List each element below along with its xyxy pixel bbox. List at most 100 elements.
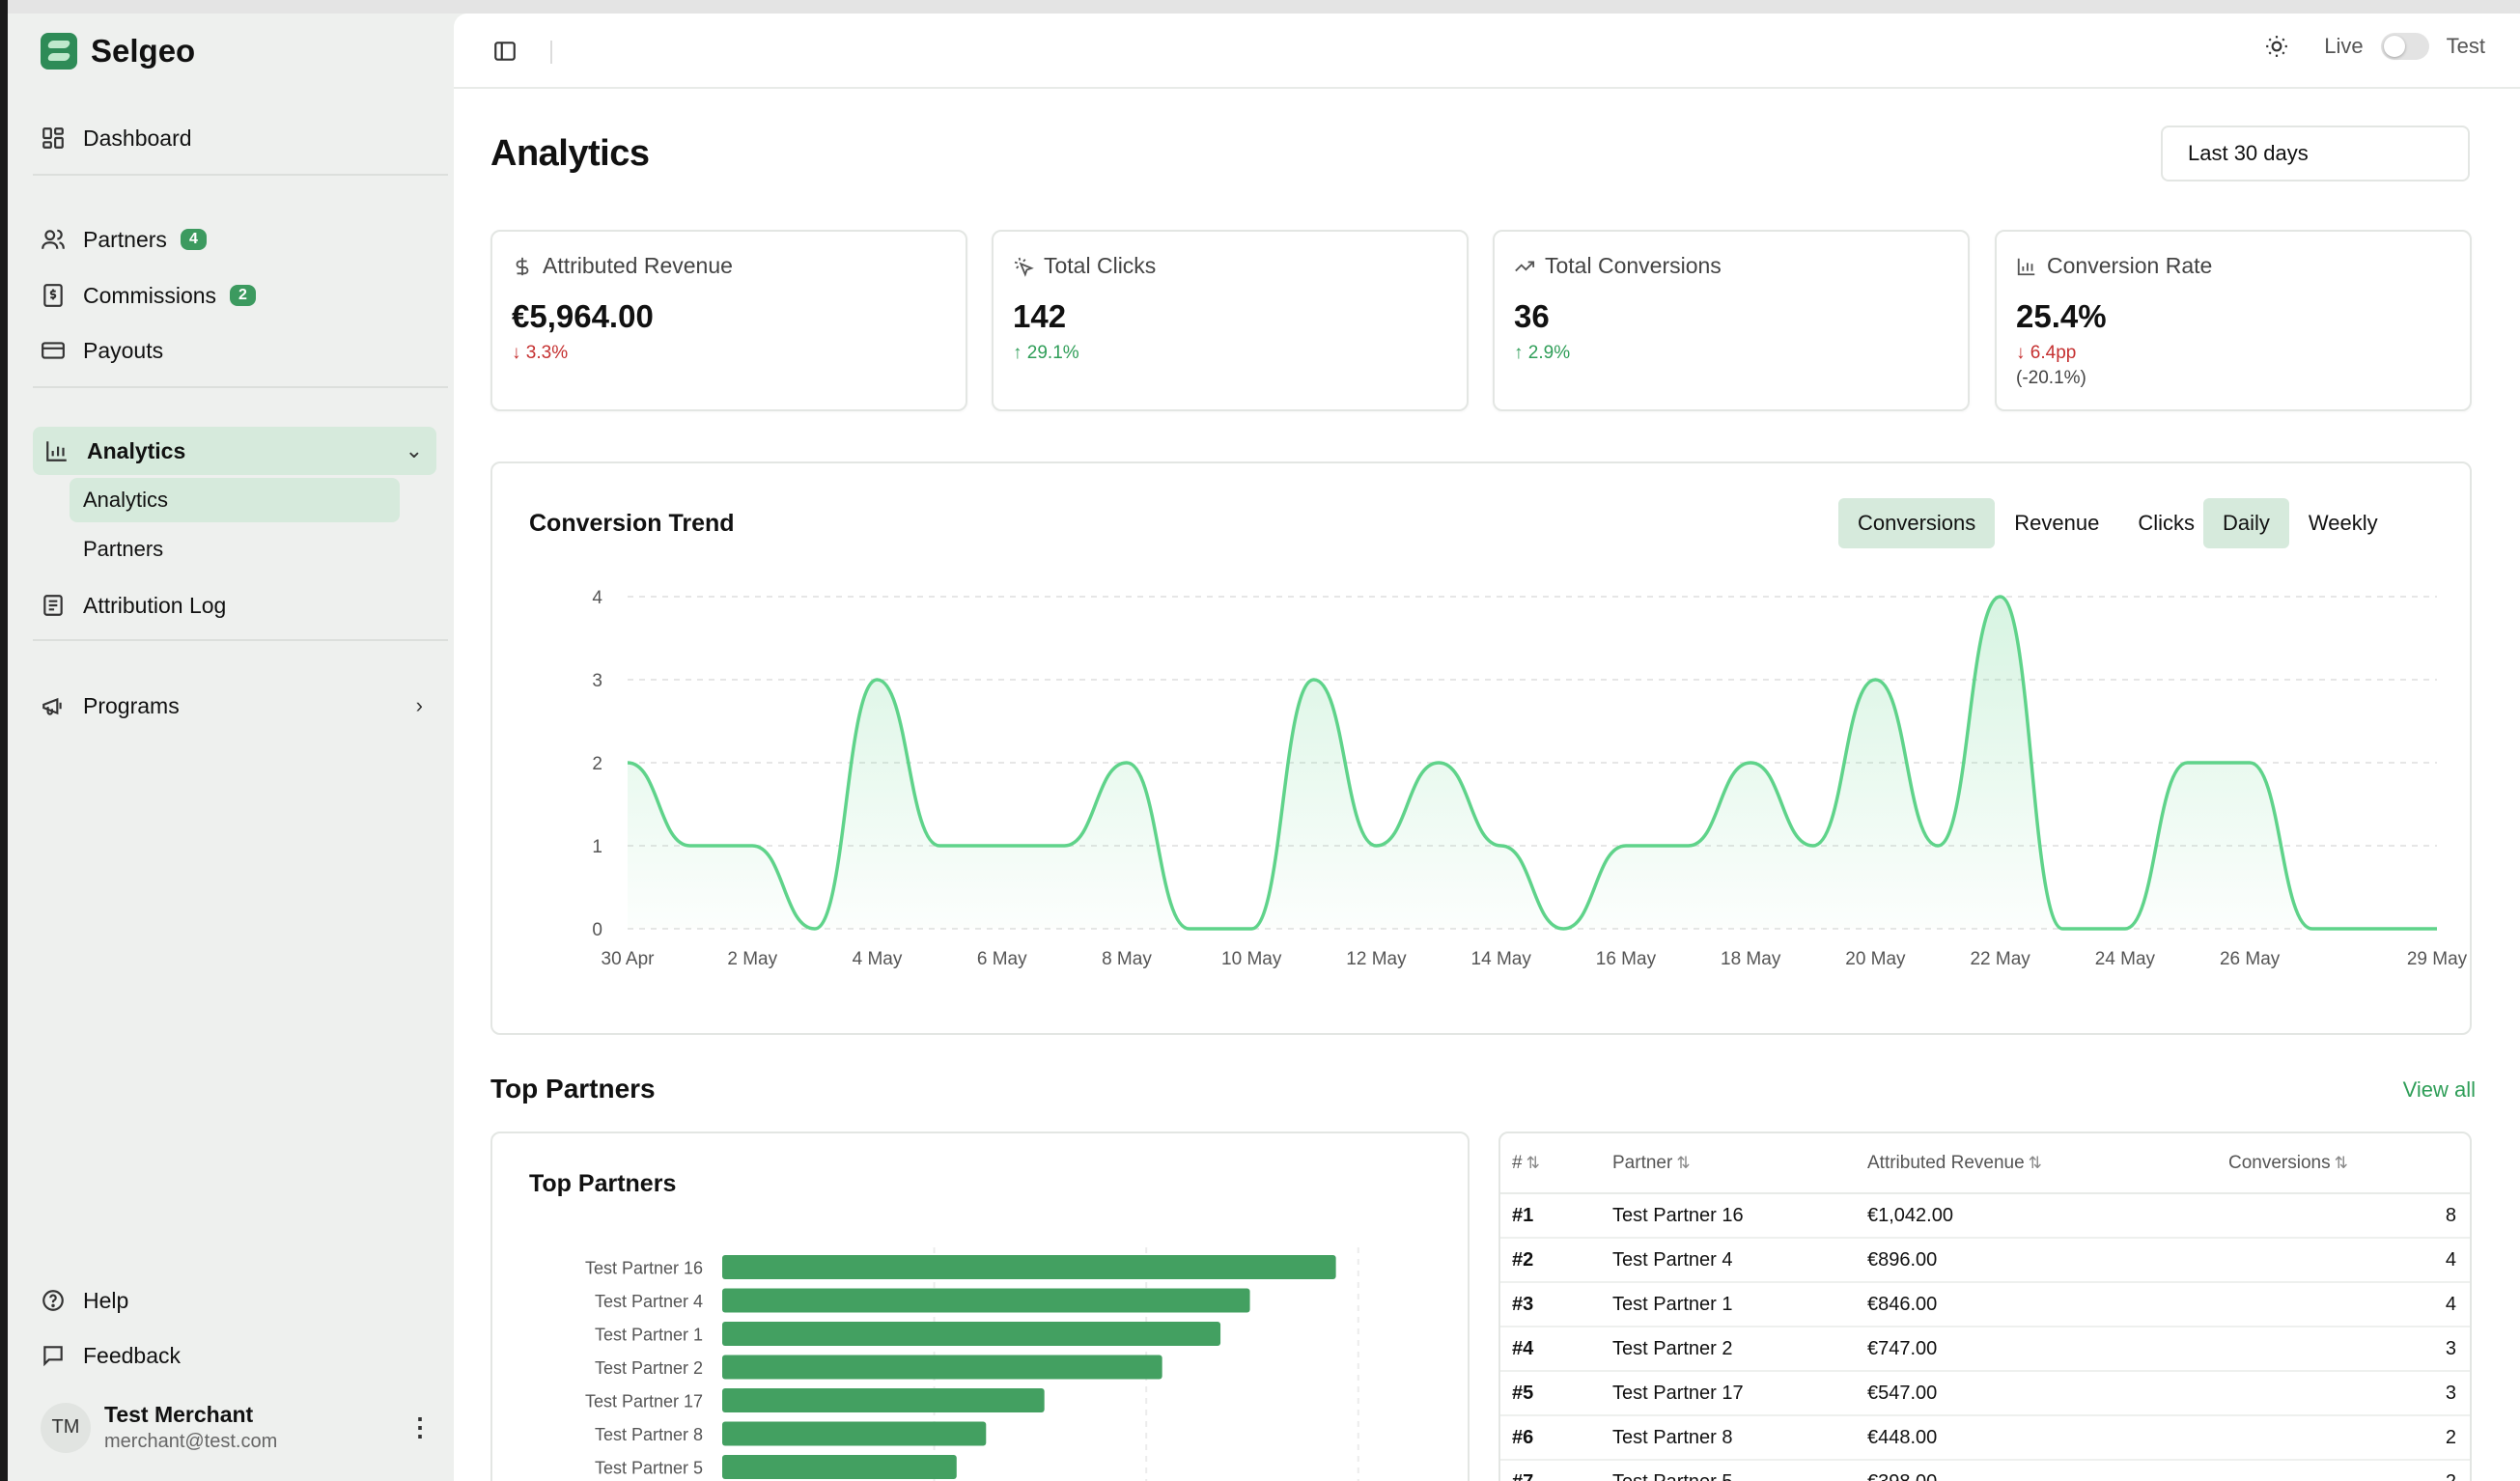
- users-icon: [42, 229, 65, 249]
- partner-cell: Test Partner 1: [1601, 1282, 1856, 1327]
- column-header-rank[interactable]: # ⇅: [1500, 1133, 1601, 1194]
- x-tick-label: 18 May: [1721, 949, 1781, 969]
- sidebar-item-label: Feedback: [83, 1342, 182, 1368]
- y-tick-label: 0: [592, 920, 602, 940]
- avatar: TM: [41, 1402, 91, 1453]
- credit-card-icon: [42, 342, 65, 359]
- sidebar-subitem-analytics[interactable]: Analytics: [70, 478, 400, 522]
- table-row[interactable]: #1 Test Partner 16 €1,042.00 8: [1500, 1193, 2470, 1239]
- conversions-cell: 2: [2217, 1415, 2470, 1461]
- tab-conversions[interactable]: Conversions: [1838, 498, 1996, 548]
- kpi-card-conversions: Total Conversions 36 ↑ 2.9%: [1493, 230, 1970, 411]
- revenue-cell: €846.00: [1856, 1282, 2217, 1327]
- tab-weekly[interactable]: Weekly: [2308, 511, 2378, 535]
- bar-2: [722, 1288, 1250, 1313]
- user-email: merchant@test.com: [104, 1431, 278, 1452]
- rank-cell: #5: [1500, 1371, 1601, 1416]
- sidebar-item-dashboard[interactable]: Dashboard: [41, 116, 433, 160]
- tab-daily[interactable]: Daily: [2203, 498, 2289, 548]
- brand-logo: [41, 33, 77, 70]
- bar-category-label: Test Partner 17: [585, 1392, 703, 1411]
- conversions-line: [627, 595, 2437, 931]
- column-label: Partner: [1612, 1152, 1673, 1173]
- kpi-label: Total Clicks: [1044, 253, 1157, 278]
- sidebar: Selgeo Dashboard Partners 4 Commissions …: [8, 14, 454, 1481]
- bar-4: [722, 1355, 1162, 1380]
- help-icon: [42, 1290, 64, 1311]
- x-tick-label: 30 Apr: [602, 949, 656, 969]
- table-row[interactable]: #5 Test Partner 17 €547.00 3: [1500, 1371, 2470, 1416]
- sidebar-item-label: Payouts: [83, 337, 164, 363]
- bar-category-label: Test Partner 5: [595, 1459, 703, 1478]
- more-options-icon[interactable]: ⋮: [407, 1412, 433, 1441]
- x-tick-label: 6 May: [977, 949, 1027, 969]
- kpi-card-clicks: Total Clicks 142 ↑ 29.1%: [992, 230, 1469, 411]
- kpi-label: Attributed Revenue: [543, 253, 733, 278]
- bar-chart-icon: [46, 441, 67, 461]
- revenue-cell: €547.00: [1856, 1371, 2217, 1416]
- topbar: Live Test: [454, 14, 2520, 89]
- sort-icon: ⇅: [1676, 1153, 1691, 1172]
- live-test-toggle[interactable]: [2380, 33, 2429, 60]
- column-label: Attributed Revenue: [1867, 1152, 2025, 1173]
- tab-clicks[interactable]: Clicks: [2138, 511, 2196, 535]
- sidebar-item-label: Dashboard: [83, 125, 192, 151]
- commissions-count-badge: 2: [230, 285, 256, 306]
- sidebar-item-analytics[interactable]: Analytics ⌄: [33, 427, 436, 475]
- kpi-label: Conversion Rate: [2047, 253, 2213, 278]
- tab-revenue[interactable]: Revenue: [2014, 511, 2100, 535]
- sidebar-item-commissions[interactable]: Commissions 2: [41, 273, 433, 318]
- partners-count-badge: 4: [180, 229, 207, 250]
- kpi-delta: ↑ 2.9%: [1514, 343, 1571, 363]
- brand-name: Selgeo: [91, 33, 196, 69]
- kpi-delta: ↓ 3.3%: [512, 343, 569, 363]
- x-tick-label: 2 May: [727, 949, 777, 969]
- x-tick-label: 26 May: [2220, 949, 2281, 969]
- rank-cell: #6: [1500, 1415, 1601, 1461]
- sidebar-item-feedback[interactable]: Feedback: [41, 1333, 433, 1378]
- sidebar-item-payouts[interactable]: Payouts: [41, 328, 433, 373]
- bar-category-label: Test Partner 4: [595, 1292, 703, 1311]
- view-all-link[interactable]: View all: [2402, 1077, 2476, 1102]
- column-header-revenue[interactable]: Attributed Revenue ⇅: [1856, 1133, 2217, 1194]
- x-tick-label: 14 May: [1471, 949, 1532, 969]
- table-row[interactable]: #2 Test Partner 4 €896.00 4: [1500, 1238, 2470, 1283]
- x-tick-label: 24 May: [2095, 949, 2156, 969]
- sidebar-item-attribution-log[interactable]: Attribution Log: [41, 583, 433, 628]
- sidebar-item-help[interactable]: Help: [41, 1278, 433, 1323]
- y-tick-label: 4: [592, 588, 602, 608]
- click-icon: [1014, 257, 1034, 277]
- sidebar-toggle-icon[interactable]: [492, 39, 518, 64]
- chevron-down-icon[interactable]: ⌄: [405, 438, 423, 462]
- revenue-cell: €1,042.00: [1856, 1193, 2217, 1239]
- x-tick-label: 29 May: [2407, 949, 2468, 969]
- partner-cell: Test Partner 8: [1601, 1415, 1856, 1461]
- top-partners-table-card: # ⇅ Partner ⇅ Attributed Revenue ⇅ Conversi…: [1498, 1132, 2472, 1481]
- sidebar-item-programs[interactable]: Programs ›: [41, 684, 433, 728]
- partner-cell: Test Partner 4: [1601, 1238, 1856, 1283]
- column-header-partner[interactable]: Partner ⇅: [1601, 1133, 1856, 1194]
- bar-5: [722, 1388, 1045, 1412]
- table-row[interactable]: #4 Test Partner 2 €747.00 3: [1500, 1327, 2470, 1372]
- sort-icon: ⇅: [2334, 1153, 2348, 1172]
- user-menu[interactable]: TM Test Merchant merchant@test.com ⋮: [41, 1402, 433, 1453]
- table-row[interactable]: #3 Test Partner 1 €846.00 4: [1500, 1282, 2470, 1327]
- sun-icon[interactable]: [2264, 34, 2289, 59]
- bar-category-label: Test Partner 16: [585, 1259, 703, 1278]
- log-icon: [43, 595, 63, 616]
- top-partners-heading: Top Partners: [490, 1074, 656, 1104]
- column-header-conversions[interactable]: Conversions ⇅: [2217, 1133, 2470, 1194]
- table-row[interactable]: #6 Test Partner 8 €448.00 2: [1500, 1415, 2470, 1461]
- revenue-cell: €747.00: [1856, 1327, 2217, 1372]
- conversions-cell: 3: [2217, 1371, 2470, 1416]
- bar-category-label: Test Partner 8: [595, 1425, 703, 1444]
- sidebar-subitem-partners[interactable]: Partners: [83, 537, 164, 561]
- partner-cell: Test Partner 2: [1601, 1327, 1856, 1372]
- sidebar-item-label: Programs: [83, 692, 180, 718]
- test-label: Test: [2446, 34, 2485, 58]
- sidebar-item-partners[interactable]: Partners 4: [41, 217, 433, 262]
- brand[interactable]: Selgeo: [41, 33, 195, 70]
- revenue-cell: €896.00: [1856, 1238, 2217, 1283]
- date-range-select[interactable]: Last 30 days: [2161, 126, 2470, 182]
